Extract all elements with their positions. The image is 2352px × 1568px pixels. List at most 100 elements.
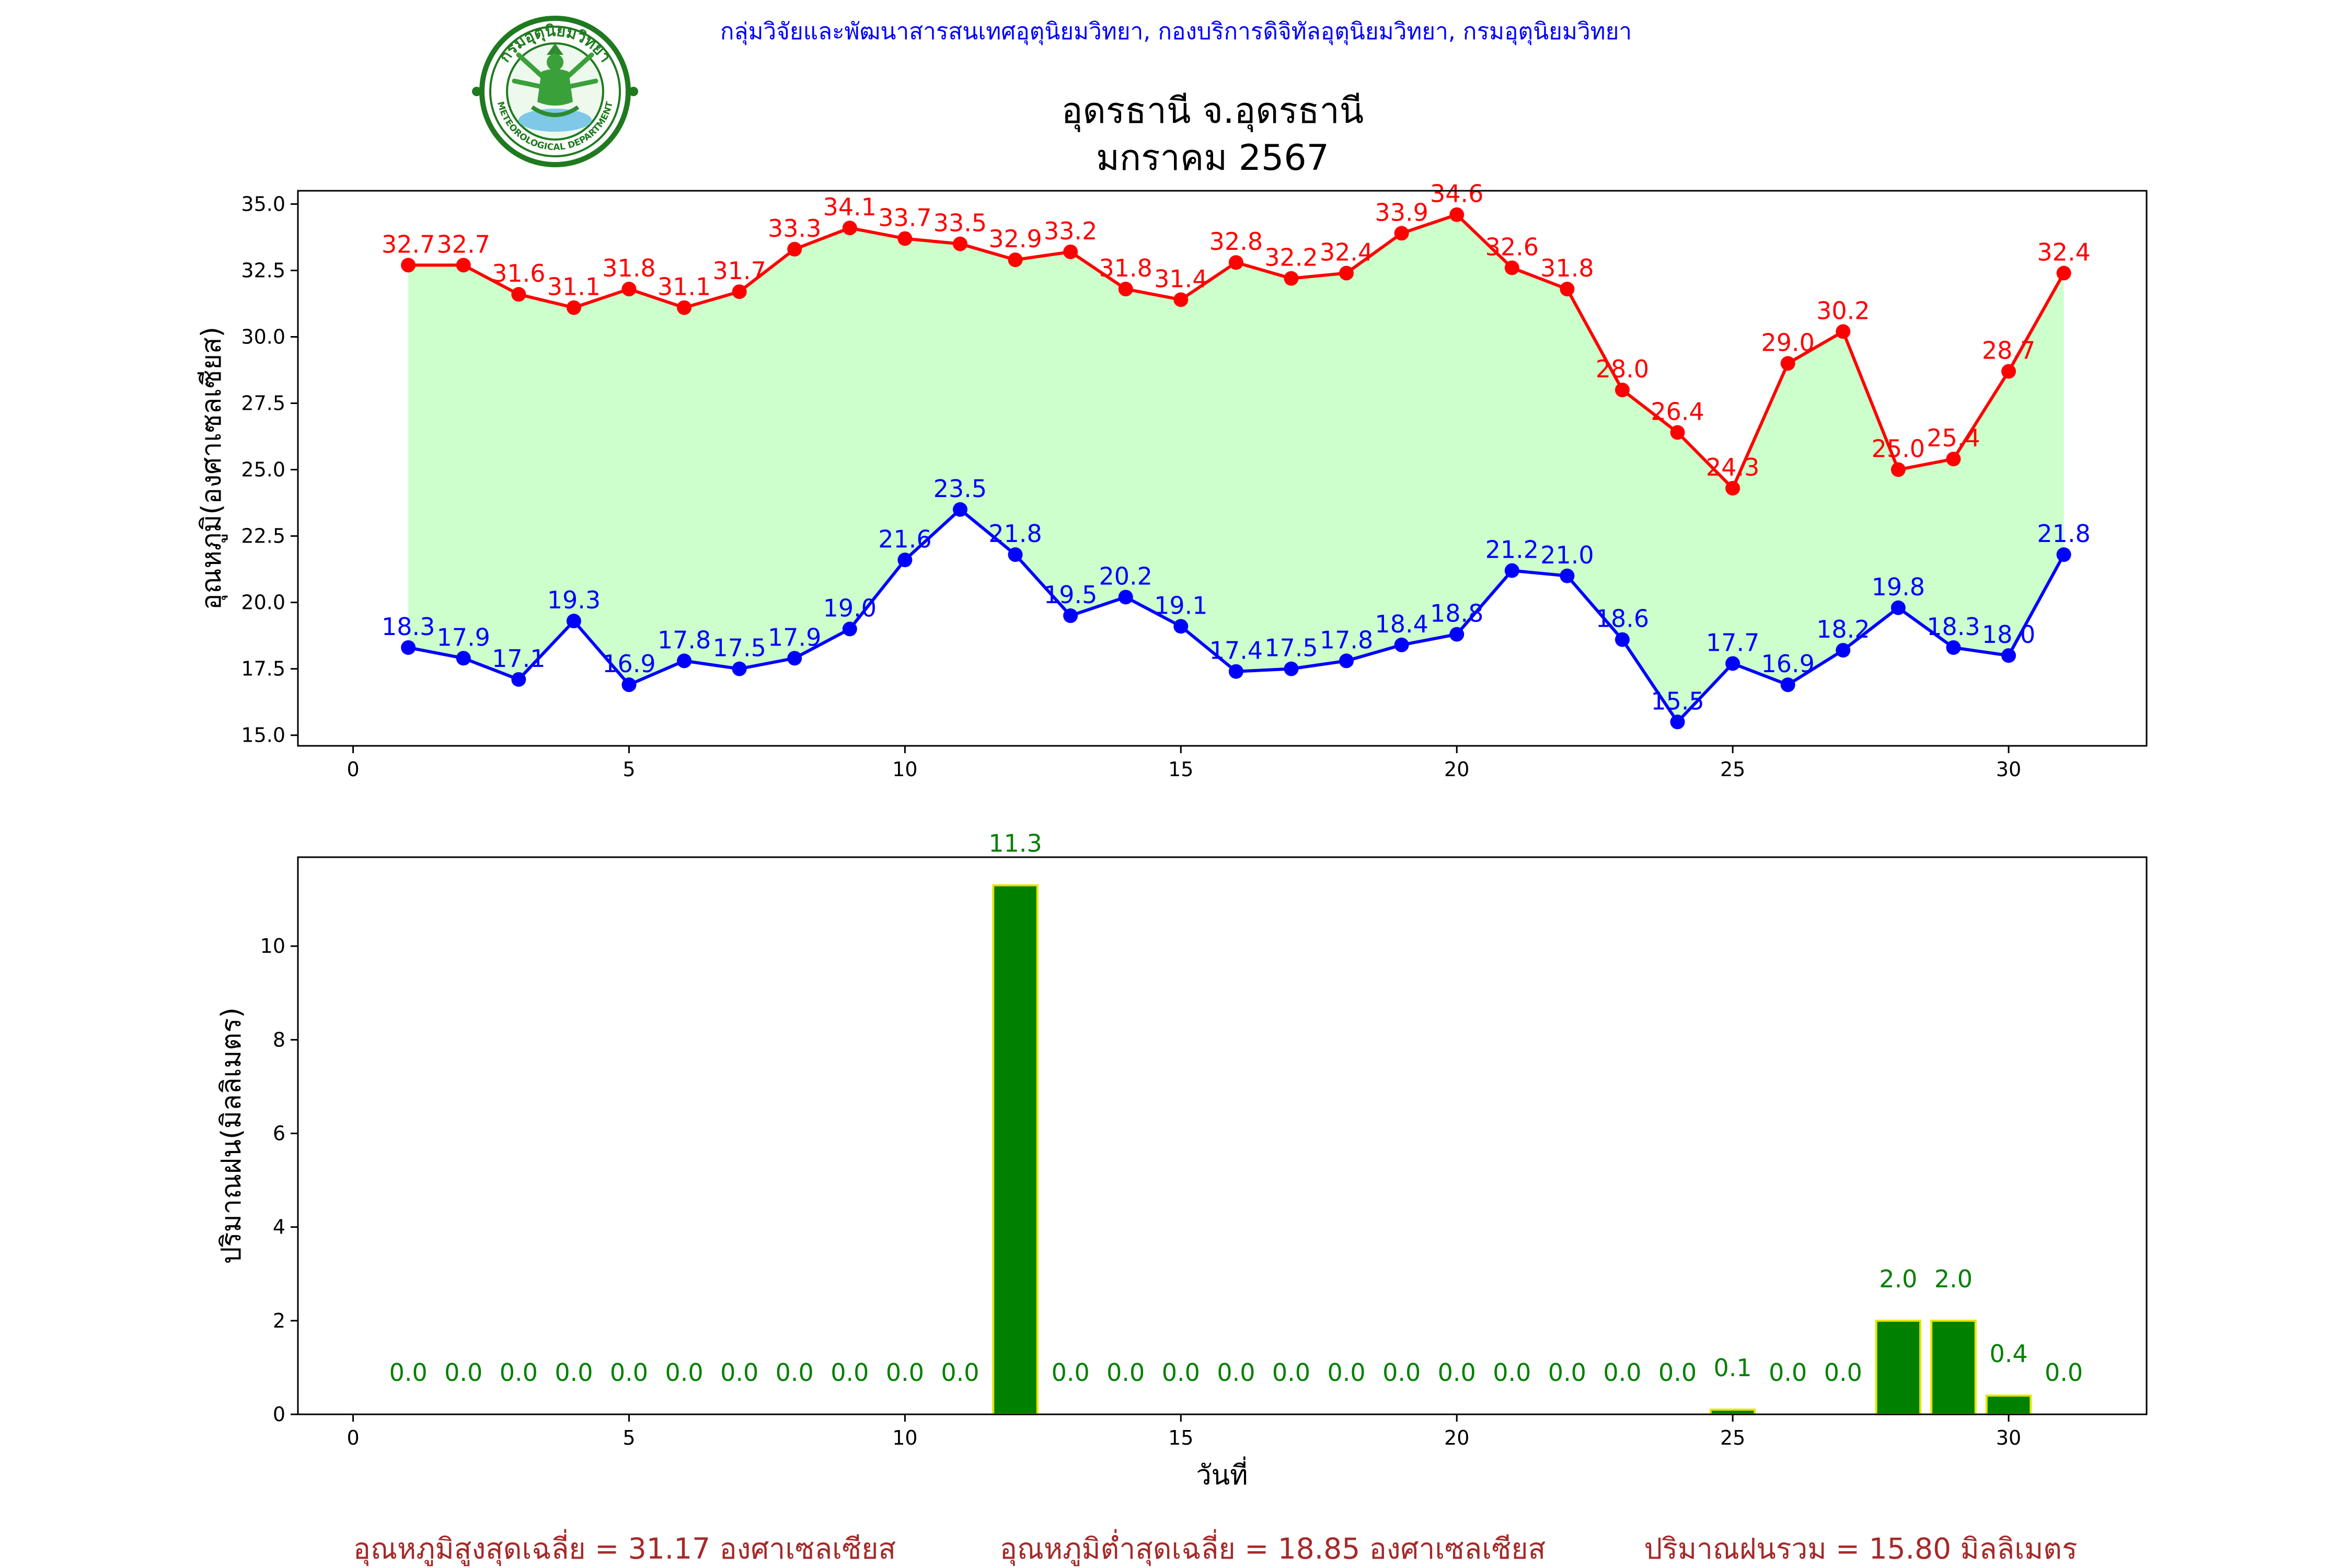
- max-temperature-point: [842, 221, 857, 236]
- min-temperature-point: [1339, 653, 1354, 668]
- max-temperature-point: [952, 236, 967, 251]
- temperature-plot-frame: [297, 190, 2148, 747]
- min-temperature-label: 23.5: [933, 475, 987, 503]
- max-temperature-label: 33.5: [933, 209, 987, 237]
- min-temperature-point: [1008, 547, 1023, 562]
- max-temperature-label: 33.9: [1375, 198, 1428, 226]
- max-temperature-point: [1504, 260, 1519, 275]
- max-temperature-label: 28.0: [1596, 355, 1649, 383]
- min-temperature-label: 18.2: [1816, 615, 1870, 643]
- max-temperature-label: 34.6: [1430, 180, 1483, 208]
- min-temperature-label: 21.2: [1485, 536, 1539, 564]
- max-temperature-point: [732, 284, 747, 299]
- rainfall-x-tick-label: 25: [1720, 1426, 1745, 1449]
- min-temperature-label: 17.9: [437, 623, 490, 651]
- min-temperature-point: [1670, 714, 1685, 730]
- min-temperature-label: 17.8: [658, 626, 711, 654]
- max-temperature-point: [1946, 452, 1961, 467]
- max-temperature-point: [2001, 364, 2016, 379]
- min-temperature-label: 21.8: [2037, 520, 2090, 548]
- temperature-chart: 32.7 32.731.6 31.131.831.131.733.334.1 33.7…: [196, 180, 2148, 781]
- max-temperature-label: 32.4: [1320, 238, 1373, 267]
- min-temperature-label: 19.8: [1872, 573, 1925, 601]
- rainfall-x-axis-label: วันที่: [1196, 1456, 1248, 1491]
- summary-avg-max: อุณหภูมิสูงสุดเฉลี่ย = 31.17 องศาเซลเซีย…: [353, 1529, 896, 1566]
- min-temperature-point: [1394, 637, 1409, 652]
- max-temperature-label: 31.6: [492, 259, 545, 287]
- rainfall-value-label: 0.0: [886, 1358, 924, 1387]
- max-temperature-point: [1780, 356, 1795, 371]
- max-temperature-point: [401, 258, 416, 273]
- rainfall-value-label: 0.0: [1272, 1358, 1310, 1387]
- temperature-x-tick-label: 0: [347, 758, 359, 781]
- rainfall-value-label: 0.0: [389, 1358, 428, 1387]
- temperature-x-tick-label: 30: [1996, 758, 2021, 781]
- rainfall-y-axis-label: ปริมาณฝน(มิลลิเมตร): [216, 1007, 247, 1264]
- max-temperature-label: 31.1: [547, 273, 601, 301]
- rainfall-value-label: 0.0: [2045, 1358, 2083, 1387]
- meteorological-department-seal-icon: กรมอุตุนิยมวิทยา METEOROLOGICAL DEPARTME…: [472, 16, 638, 167]
- max-temperature-point: [1173, 292, 1189, 307]
- rainfall-x-tick-label: 20: [1444, 1426, 1469, 1449]
- summary-avg-min: อุณหภูมิต่ำสุดเฉลี่ย = 18.85 องศาเซลเซีย…: [1000, 1529, 1546, 1566]
- rainfall-plot-frame: [297, 856, 2148, 1415]
- min-temperature-label: 17.5: [1264, 634, 1318, 662]
- max-temperature-label: 32.9: [988, 225, 1042, 253]
- rainfall-chart: 0.0 0.0 0.0 0.0 0.0 0.0 0.0 0.0 0.0 0.0 0.0 11.3 0.0…: [216, 829, 2148, 1491]
- rainfall-value-label: 0.0: [1162, 1358, 1200, 1387]
- rainfall-x-tick-label: 15: [1168, 1426, 1193, 1449]
- max-temperature-point: [1560, 282, 1575, 297]
- temperature-y-tick-label: 27.5: [241, 392, 285, 415]
- rainfall-value-label: 2.0: [1934, 1265, 1973, 1293]
- min-temperature-point: [2056, 547, 2071, 562]
- max-temperature-label: 33.3: [768, 214, 821, 243]
- rainfall-y-tick-label: 0: [273, 1403, 285, 1426]
- min-temperature-label: 19.1: [1154, 591, 1207, 619]
- rainfall-value-label: 0.0: [1382, 1358, 1421, 1387]
- max-temperature-point: [897, 231, 913, 246]
- max-temperature-label: 26.4: [1651, 397, 1704, 425]
- min-temperature-point: [1890, 600, 1906, 615]
- rainfall-value-label: 11.3: [988, 829, 1042, 858]
- min-temperature-label: 18.6: [1596, 605, 1649, 633]
- temperature-y-axis-label: อุณหภูมิ(องศาเซลเซียส): [196, 327, 228, 610]
- rainfall-value-label: 2.0: [1879, 1265, 1917, 1293]
- max-temperature-label: 30.2: [1816, 296, 1870, 325]
- rainfall-value-label: 0.0: [1603, 1358, 1641, 1387]
- rainfall-value-label: 0.0: [610, 1358, 648, 1387]
- min-temperature-point: [1284, 661, 1299, 676]
- max-temperature-label: 31.1: [658, 273, 711, 301]
- min-temperature-label: 17.5: [712, 634, 766, 662]
- min-temperature-label: 19.5: [1044, 581, 1097, 609]
- rainfall-y-tick-label: 2: [273, 1309, 285, 1332]
- max-temperature-label: 31.4: [1154, 264, 1207, 293]
- min-temperature-label: 20.2: [1099, 562, 1152, 590]
- max-temperature-label: 31.7: [712, 257, 766, 285]
- max-temperature-label: 31.8: [1540, 254, 1594, 282]
- chart-title-line2: มกราคม 2567: [1096, 137, 1329, 179]
- max-temperature-label: 32.7: [382, 230, 435, 258]
- max-temperature-point: [787, 241, 802, 257]
- min-temperature-point: [1615, 632, 1630, 647]
- max-temperature-point: [677, 300, 692, 315]
- temperature-y-tick-label: 35.0: [241, 192, 285, 215]
- rainfall-value-label: 0.1: [1714, 1354, 1752, 1382]
- max-temperature-point: [2056, 266, 2071, 281]
- max-temperature-point: [1615, 383, 1630, 398]
- min-temperature-point: [1173, 619, 1189, 634]
- rainfall-value-label: 0.0: [1217, 1358, 1255, 1387]
- min-temperature-label: 16.9: [602, 650, 655, 678]
- temperature-y-tick-label: 32.5: [241, 259, 285, 282]
- max-temperature-point: [1118, 282, 1133, 297]
- min-temperature-point: [1063, 608, 1078, 624]
- chart-title-line1: อุดรธานี จ.อุดรธานี: [1062, 90, 1364, 132]
- min-temperature-point: [1118, 590, 1133, 605]
- max-temperature-point: [1449, 207, 1465, 222]
- rainfall-bar: [1930, 1319, 1977, 1415]
- min-temperature-label: 19.0: [823, 594, 877, 622]
- temperature-x-tick-label: 20: [1444, 758, 1469, 781]
- max-temperature-point: [511, 287, 526, 302]
- min-temperature-label: 21.8: [988, 520, 1042, 548]
- rainfall-value-label: 0.0: [1769, 1358, 1807, 1387]
- rainfall-value-label: 0.0: [1548, 1358, 1586, 1387]
